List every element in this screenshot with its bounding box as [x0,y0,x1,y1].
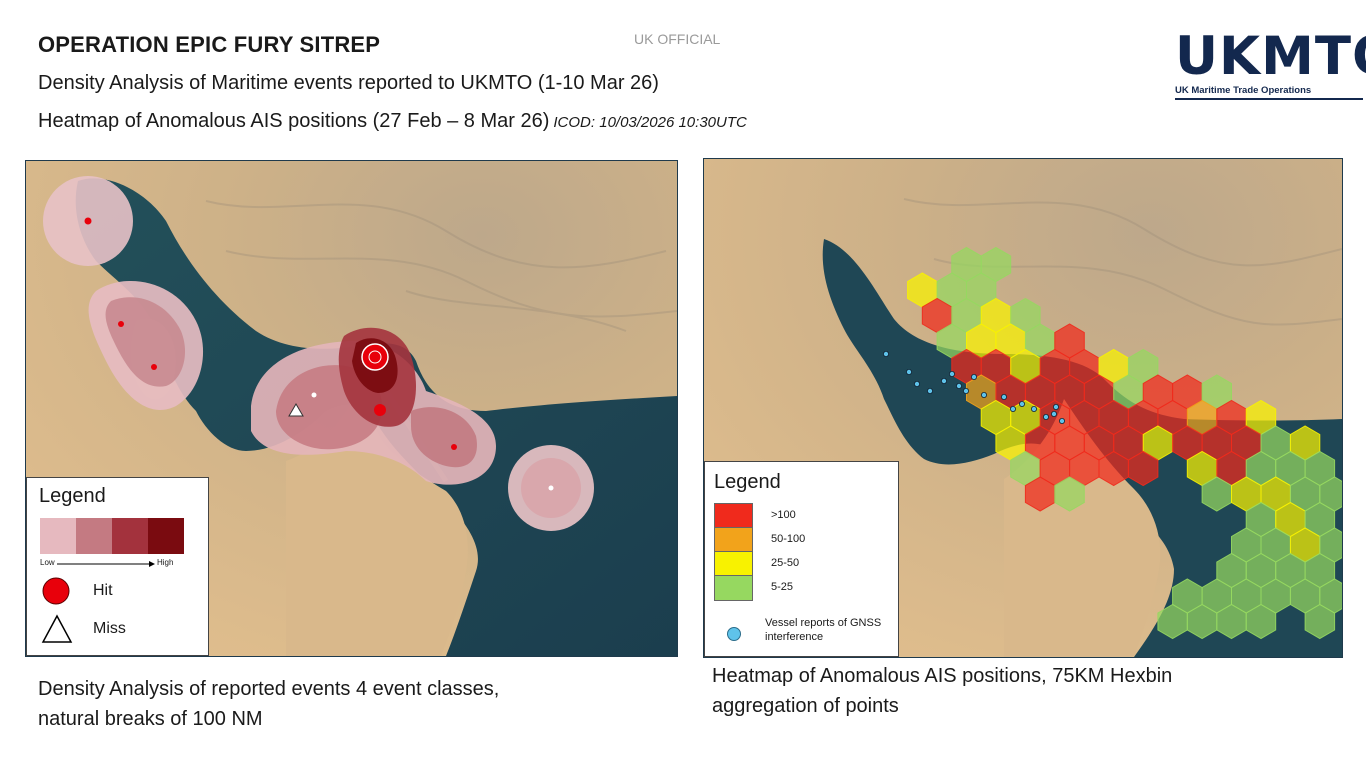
hit-marker [84,217,92,225]
density-zone [411,407,477,468]
miss-marker-dot [311,392,317,398]
legend-swatch-50-100 [714,527,753,553]
gnss-point [913,380,920,387]
gnss-point [905,368,912,375]
miss-marker-dot [548,485,554,491]
density-class-3 [112,518,148,554]
subtitle-heatmap-text: Heatmap of Anomalous AIS positions (27 F… [38,110,550,132]
gnss-point [970,373,977,380]
hexbin-cell [1304,603,1336,640]
gnss-point [948,370,955,377]
gnss-point [1018,400,1025,407]
subtitle-density: Density Analysis of Maritime events repo… [38,72,659,94]
classification-marking: UK OFFICIAL [634,31,721,47]
legend-swatch-gt100 [714,503,753,529]
ais-heatmap-canvas [704,159,1342,657]
gnss-point [882,350,889,357]
density-map-caption: Density Analysis of reported events 4 ev… [38,678,500,730]
legend-swatch-5-25 [714,575,753,601]
gnss-legend-symbol [727,627,741,641]
gnss-point [1058,417,1065,424]
icod-stamp: ICOD: 10/03/2026 10:30UTC [553,114,747,131]
hexbin-layer [907,246,1342,640]
legend-title: Legend [39,485,106,507]
density-class-2 [76,518,112,554]
legend-hit-label: Hit [93,582,113,599]
legend-class-label: 5-25 [771,581,794,593]
hit-marker [118,321,124,327]
gnss-point [955,382,962,389]
miss-legend-symbol [41,614,73,643]
hit-marker [451,444,457,450]
gnss-points [882,350,1065,424]
gnss-point [1042,413,1049,420]
ais-legend: Legend >100 50-100 25-50 5-25 Vessel rep… [704,461,899,657]
ais-heatmap-caption: Heatmap of Anomalous AIS positions, 75KM… [712,665,1173,717]
ais-heatmap: Legend >100 50-100 25-50 5-25 Vessel rep… [703,158,1343,658]
density-zones [43,176,594,531]
ukmto-logo-text: UKMTO [1175,26,1366,87]
gnss-point [940,377,947,384]
legend-title: Legend [714,471,781,493]
low-high-arrow [57,561,155,567]
miss-marker [288,403,304,417]
gnss-point [1000,393,1007,400]
gnss-point [980,391,987,398]
density-legend: Legend Low High Hit Miss [26,477,209,656]
hexbin-cell [1054,476,1085,512]
legend-class-label: 50-100 [771,533,806,545]
gnss-point [962,387,969,394]
sitrep-title: OPERATION EPIC FURY SITREP [38,32,381,57]
hexbin-cell [1245,603,1277,640]
hexbin-cell [1127,450,1159,487]
gnss-point [1052,403,1059,410]
legend-class-label: >100 [771,509,796,521]
legend-miss-label: Miss [93,620,126,637]
gnss-point [1050,410,1057,417]
hit-legend-symbol [42,577,70,605]
hit-marker [151,364,157,370]
gnss-point [1030,405,1037,412]
density-ramp [40,518,184,554]
hit-marker [374,404,386,416]
hit-marker [368,350,382,364]
legend-low-label: Low [40,558,55,567]
legend-swatch-25-50 [714,551,753,577]
legend-high-label: High [157,558,174,567]
legend-class-label: 25-50 [771,557,800,569]
ukmto-logo-subtext: UK Maritime Trade Operations [1175,85,1363,100]
ukmto-logo: UKMTO UK Maritime Trade Operations [1175,26,1366,100]
hit-marker [361,343,389,371]
density-zone [105,297,186,387]
gnss-point [926,387,933,394]
event-markers [84,217,554,491]
subtitle-heatmap: Heatmap of Anomalous AIS positions (27 F… [38,110,747,133]
gnss-point [1009,405,1016,412]
density-map: Legend Low High Hit Miss [25,160,678,657]
density-class-1 [40,518,76,554]
density-class-4 [148,518,184,554]
legend-gnss-label: Vessel reports of GNSS interference [765,617,882,643]
